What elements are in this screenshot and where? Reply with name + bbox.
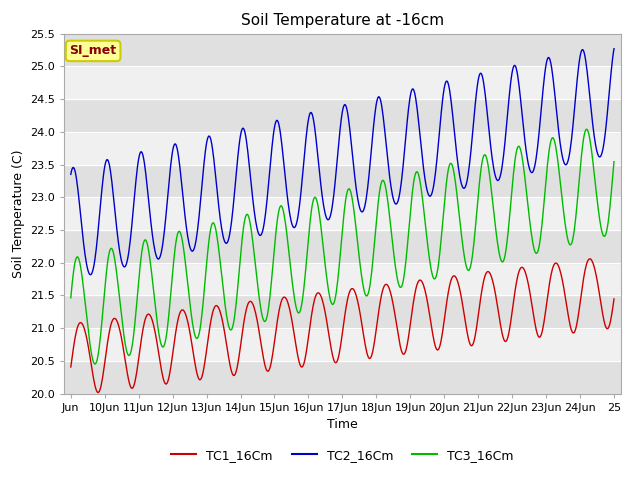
Bar	[64, 230, 621, 263]
Y-axis label: Soil Temperature (C): Soil Temperature (C)	[12, 149, 24, 278]
Bar	[64, 263, 621, 295]
Title: Soil Temperature at -16cm: Soil Temperature at -16cm	[241, 13, 444, 28]
Legend: TC1_16Cm, TC2_16Cm, TC3_16Cm: TC1_16Cm, TC2_16Cm, TC3_16Cm	[166, 444, 518, 467]
X-axis label: Time: Time	[327, 418, 358, 431]
Bar	[64, 295, 621, 328]
Bar	[64, 66, 621, 99]
Bar	[64, 34, 621, 66]
Bar	[64, 165, 621, 197]
Bar	[64, 197, 621, 230]
Bar	[64, 132, 621, 165]
Text: SI_met: SI_met	[70, 44, 116, 58]
Bar	[64, 99, 621, 132]
Bar	[64, 361, 621, 394]
Bar	[64, 328, 621, 361]
